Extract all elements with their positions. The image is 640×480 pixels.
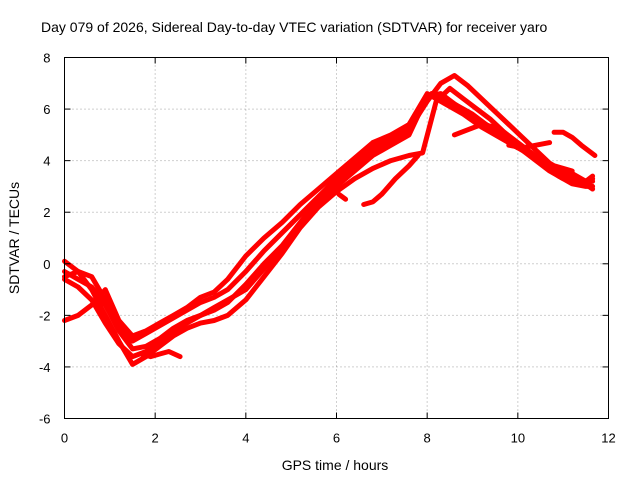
y-axis-label: SDTVAR / TECUs <box>6 182 22 294</box>
x-tick-label: 6 <box>333 431 340 446</box>
y-tick-label: 0 <box>43 257 50 272</box>
tick-labels: 0 2 4 6 8 10 12 -6 -4 -2 0 2 4 6 8 <box>39 51 616 446</box>
y-tick-label: -2 <box>39 308 51 323</box>
y-tick-label: -4 <box>39 360 51 375</box>
y-tick-label: 8 <box>43 51 50 66</box>
series-seg3 <box>361 153 421 207</box>
x-tick-label: 10 <box>511 431 525 446</box>
x-tick-label: 2 <box>152 431 159 446</box>
x-axis-label: GPS time / hours <box>282 457 389 473</box>
series-seg5 <box>506 140 553 151</box>
ticks <box>64 57 609 419</box>
series-s2 <box>62 73 596 360</box>
series-seg7 <box>542 158 575 174</box>
series-seg2 <box>336 191 349 202</box>
y-tick-label: -6 <box>39 412 51 427</box>
y-tick-label: 4 <box>43 154 50 169</box>
series-seg4 <box>451 122 507 138</box>
series-seg1 <box>139 349 183 360</box>
x-tick-label: 4 <box>242 431 249 446</box>
series-seg6 <box>551 129 598 158</box>
chart-title: Day 079 of 2026, Sidereal Day-to-day VTE… <box>41 19 547 35</box>
y-tick-label: 6 <box>43 102 50 117</box>
x-tick-label: 8 <box>424 431 431 446</box>
grid <box>64 57 609 419</box>
x-tick-label: 0 <box>61 431 68 446</box>
y-tick-label: 2 <box>43 205 50 220</box>
x-tick-label: 12 <box>601 431 615 446</box>
data-series <box>62 73 598 367</box>
